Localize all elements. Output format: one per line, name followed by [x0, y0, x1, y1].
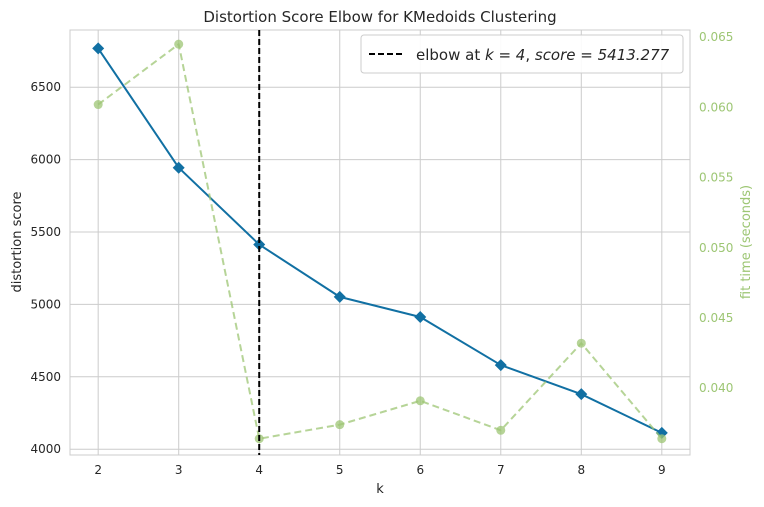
legend: elbow at k = 4, score = 5413.277	[360, 34, 684, 74]
y-tick-label: 5000	[30, 297, 61, 311]
x-tick-label: 2	[94, 463, 102, 477]
fit-time-point	[174, 39, 184, 49]
distortion-point	[92, 42, 105, 55]
fit-time-point	[576, 338, 586, 348]
distortion-point	[575, 388, 588, 401]
chart-title: Distortion Score Elbow for KMedoids Clus…	[203, 8, 556, 26]
y2-tick-label: 0.050	[699, 241, 733, 255]
distortion-point	[333, 290, 346, 303]
x-tick-label: 3	[175, 463, 183, 477]
x-tick-label: 8	[577, 463, 585, 477]
y2-tick-label: 0.045	[699, 311, 733, 325]
fit-time-point	[496, 425, 506, 435]
fit-time-point	[93, 100, 103, 110]
y2-tick-label: 0.060	[699, 100, 733, 114]
x-axis-label: k	[376, 482, 384, 497]
plot-frame	[69, 29, 691, 456]
y-axis-label: distortion score	[10, 192, 25, 293]
fit-time-series	[93, 39, 667, 444]
y2-tick-label: 0.065	[699, 30, 733, 44]
distortion-point	[494, 359, 507, 372]
fit-time-point	[335, 420, 345, 430]
grid-lines	[69, 29, 691, 456]
y-tick-label: 5500	[30, 225, 61, 239]
fit-time-point	[415, 396, 425, 406]
distortion-line	[97, 47, 663, 434]
fit-time-point	[657, 434, 667, 444]
tick-labels: 2 3 4 5 6 7 8 9 4000 4500 5000 5500 6000 6500 0.040 0.0…	[30, 30, 733, 477]
distortion-series	[92, 42, 668, 439]
y-tick-label: 6500	[30, 80, 61, 94]
distortion-point	[253, 238, 266, 251]
distortion-point	[172, 161, 185, 174]
fit-time-line	[97, 43, 663, 440]
x-tick-label: 7	[497, 463, 505, 477]
x-tick-label: 4	[255, 463, 263, 477]
y2-tick-label: 0.040	[699, 381, 733, 395]
y-tick-label: 6000	[30, 153, 61, 167]
distortion-point	[414, 311, 427, 324]
legend-elbow-label: elbow at k = 4, score = 5413.277	[416, 46, 670, 64]
legend-box	[360, 34, 684, 74]
y-tick-label: 4000	[30, 442, 61, 456]
y2-tick-label: 0.055	[699, 171, 733, 185]
series-layer	[92, 30, 668, 455]
x-tick-label: 9	[658, 463, 666, 477]
x-tick-label: 6	[416, 463, 424, 477]
x-tick-label: 5	[336, 463, 344, 477]
y-tick-label: 4500	[30, 370, 61, 384]
y2-axis-label: fit time (seconds)	[739, 185, 754, 299]
